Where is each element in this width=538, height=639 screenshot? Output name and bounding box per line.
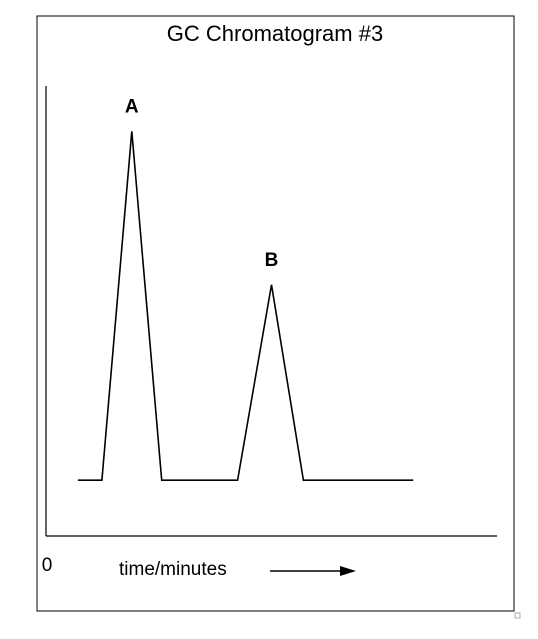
chart-title: GC Chromatogram #3 [167, 21, 383, 46]
time-direction-arrow [270, 566, 356, 576]
peak-label-a: A [125, 96, 139, 117]
chromatogram-trace [77, 131, 414, 482]
x-axis-label: time/minutes [119, 559, 227, 580]
peak-label-b: B [265, 250, 279, 271]
x-origin-label: 0 [42, 555, 53, 576]
resize-handle[interactable] [514, 612, 521, 619]
peak-label-layer: AB [125, 96, 278, 270]
trace-layer [77, 131, 414, 482]
